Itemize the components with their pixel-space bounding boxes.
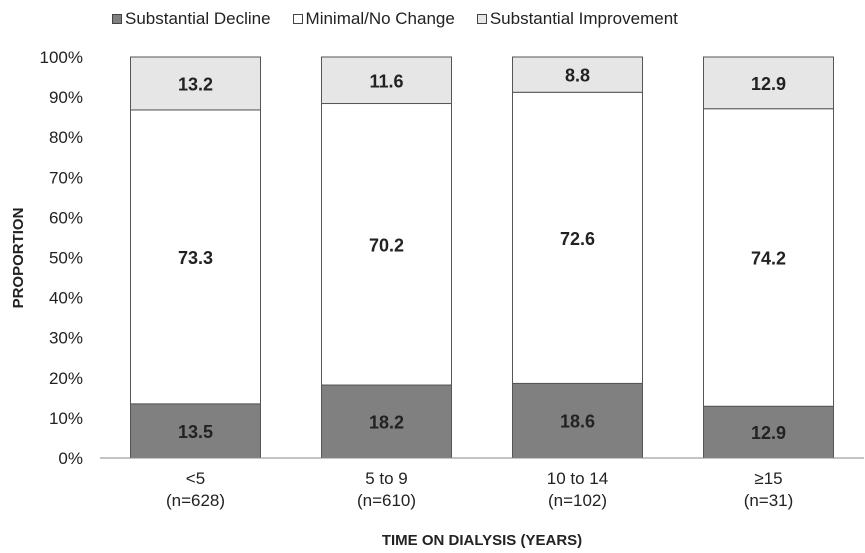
data-label: 12.9 [751,74,786,94]
x-tick-label: <5 [186,469,205,488]
x-tick-label: 5 to 9 [365,469,408,488]
data-label: 11.6 [369,71,403,91]
x-tick-count-label: (n=610) [357,491,416,510]
bar-segment [512,56,643,93]
x-tick-count-label: (n=102) [548,491,607,510]
data-label: 74.2 [751,249,786,269]
y-tick-label: 70% [49,168,83,187]
data-label: 13.5 [178,422,213,442]
y-tick-label: 0% [58,449,83,468]
data-label: 8.8 [565,66,590,86]
x-tick-label: ≥15 [754,469,782,488]
x-axis: <5 (n=628) 5 to 9 (n=610) 10 to 14 (n=102) ≥15… [100,457,864,510]
bars: 13.5 73.3 13.2 18.2 70.2 11.6 18.6 72.6 8.8 12.9 7… [130,56,834,459]
x-tick-count-label: (n=31) [744,491,794,510]
legend-item-no-change: Minimal/No Change [292,9,455,29]
legend-item-decline: Substantial Decline [112,9,271,29]
bar-segment [512,382,643,459]
legend-label-improvement: Substantial Improvement [489,9,678,28]
data-label: 18.2 [369,413,404,433]
legend: Substantial Decline Minimal/No Change Su… [112,9,678,29]
bar-segment [703,56,834,110]
bar-segment [703,405,834,459]
bar-segment [321,103,452,386]
y-axis-title: PROPORTION [10,208,27,309]
bar-segment [130,109,261,405]
data-label: 18.6 [560,412,595,432]
y-tick-label: 100% [40,48,83,67]
x-tick-count-label: (n=628) [166,491,225,510]
y-tick-label: 90% [49,88,83,107]
bar-segment [703,108,834,407]
legend-item-improvement: Substantial Improvement [476,9,678,29]
legend-swatch-improvement [476,14,487,24]
bar-segment [321,384,452,459]
y-tick-label: 50% [49,249,83,268]
data-label: 73.3 [178,248,213,268]
y-tick-label: 20% [49,369,83,388]
bar-segment [512,91,643,384]
bar-segment [321,56,452,105]
legend-swatch-decline [112,14,122,24]
data-label: 13.2 [178,74,213,94]
data-label: 12.9 [751,423,786,443]
legend-label-no-change: Minimal/No Change [305,9,455,28]
y-tick-label: 10% [49,409,83,428]
y-tick-label: 80% [49,128,83,147]
y-tick-label: 30% [49,329,83,348]
y-tick-label: 60% [49,208,83,227]
x-axis-title: TIME ON DIALYSIS (YEARS) [382,532,582,549]
y-tick-label: 40% [49,289,83,308]
x-tick-label: 10 to 14 [547,469,608,488]
y-axis: 0% 10% 20% 30% 40% 50% 60% 70% 80% 90% 100% [40,48,83,468]
bar-segment [130,56,261,111]
data-label: 72.6 [560,229,595,249]
data-label: 70.2 [369,235,404,255]
legend-label-decline: Substantial Decline [125,9,271,28]
legend-swatch-no-change [292,14,303,24]
